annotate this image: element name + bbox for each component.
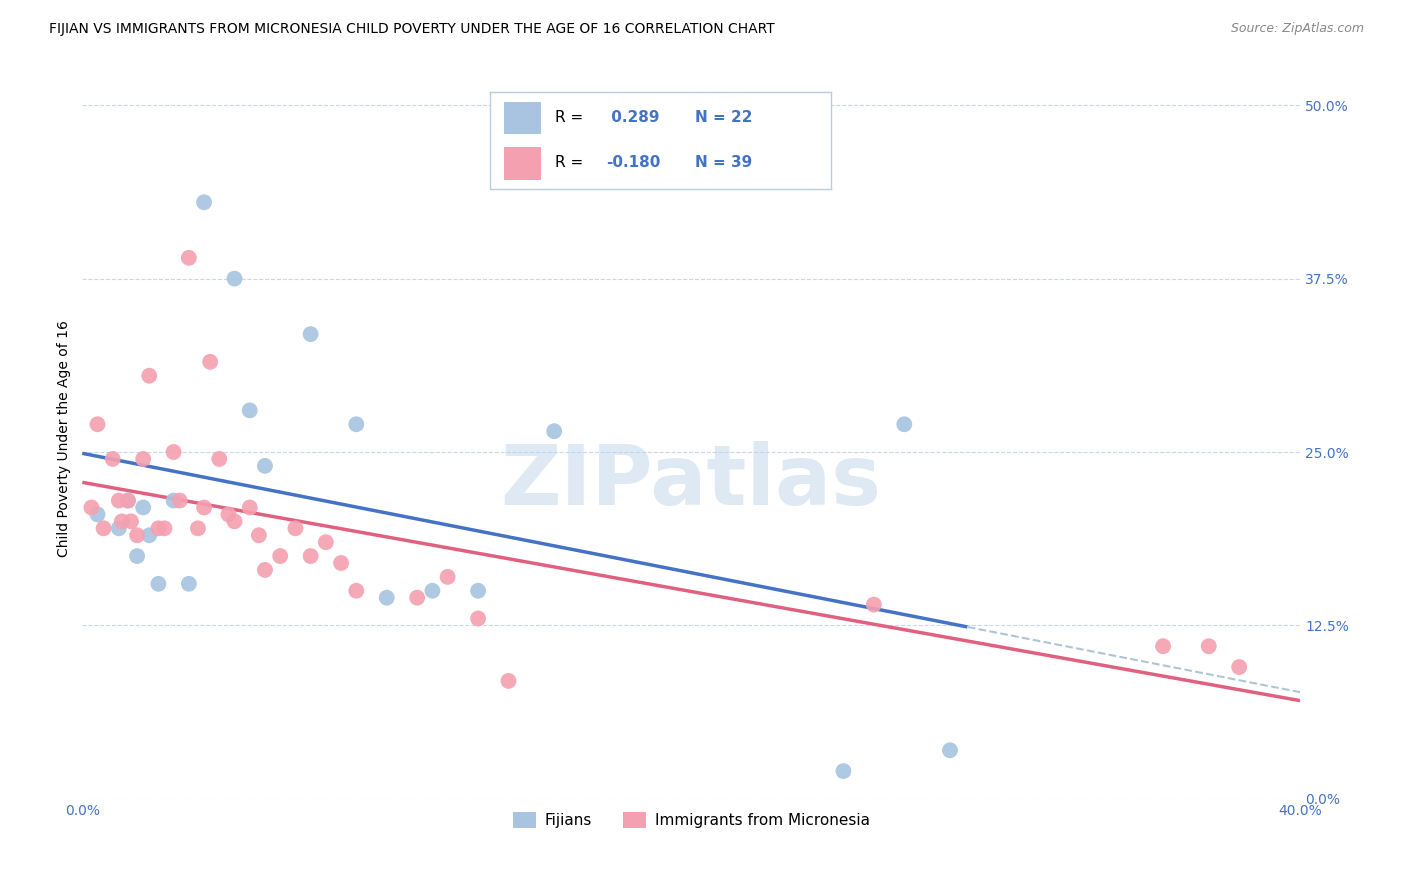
Point bbox=[132, 452, 155, 467]
Point bbox=[108, 493, 131, 508]
Point bbox=[198, 355, 221, 369]
Text: ZIPatlas: ZIPatlas bbox=[501, 441, 882, 522]
Point bbox=[239, 403, 262, 417]
Point bbox=[148, 576, 170, 591]
Point bbox=[269, 549, 291, 563]
Point bbox=[467, 611, 489, 625]
Point bbox=[138, 368, 160, 383]
Point bbox=[169, 493, 191, 508]
Point bbox=[224, 514, 246, 528]
Point bbox=[132, 500, 155, 515]
Point bbox=[375, 591, 398, 605]
Point bbox=[153, 521, 176, 535]
Point bbox=[80, 500, 103, 515]
Point bbox=[247, 528, 270, 542]
Point bbox=[315, 535, 337, 549]
Point bbox=[162, 445, 184, 459]
Point bbox=[1198, 639, 1220, 653]
Point bbox=[498, 673, 520, 688]
Point bbox=[86, 508, 108, 522]
Point bbox=[120, 514, 142, 528]
Point bbox=[893, 417, 915, 432]
Point bbox=[117, 493, 139, 508]
Point bbox=[832, 764, 855, 778]
Point bbox=[193, 500, 215, 515]
Point bbox=[177, 576, 200, 591]
Point bbox=[1152, 639, 1174, 653]
Point bbox=[148, 521, 170, 535]
Point bbox=[86, 417, 108, 432]
Point bbox=[93, 521, 115, 535]
Text: FIJIAN VS IMMIGRANTS FROM MICRONESIA CHILD POVERTY UNDER THE AGE OF 16 CORRELATI: FIJIAN VS IMMIGRANTS FROM MICRONESIA CHI… bbox=[49, 22, 775, 37]
Point bbox=[344, 583, 367, 598]
Point bbox=[436, 570, 458, 584]
Text: Source: ZipAtlas.com: Source: ZipAtlas.com bbox=[1230, 22, 1364, 36]
Point bbox=[406, 591, 429, 605]
Point bbox=[330, 556, 353, 570]
Point bbox=[1227, 660, 1250, 674]
Point bbox=[239, 500, 262, 515]
Y-axis label: Child Poverty Under the Age of 16: Child Poverty Under the Age of 16 bbox=[58, 319, 72, 557]
Point bbox=[127, 549, 149, 563]
Point bbox=[108, 521, 131, 535]
Point bbox=[543, 424, 565, 438]
Point bbox=[101, 452, 124, 467]
Point bbox=[208, 452, 231, 467]
Point bbox=[117, 493, 139, 508]
Point bbox=[177, 251, 200, 265]
Point bbox=[939, 743, 962, 757]
Point bbox=[162, 493, 184, 508]
Point bbox=[422, 583, 444, 598]
Point bbox=[253, 563, 276, 577]
Point bbox=[193, 195, 215, 210]
Point bbox=[863, 598, 886, 612]
Point bbox=[138, 528, 160, 542]
Point bbox=[467, 583, 489, 598]
Point bbox=[187, 521, 209, 535]
Point bbox=[284, 521, 307, 535]
Point bbox=[217, 508, 239, 522]
Point bbox=[344, 417, 367, 432]
Point bbox=[224, 271, 246, 285]
Point bbox=[253, 458, 276, 473]
Point bbox=[127, 528, 149, 542]
Legend: Fijians, Immigrants from Micronesia: Fijians, Immigrants from Micronesia bbox=[506, 806, 876, 835]
Point bbox=[299, 327, 322, 342]
Point bbox=[299, 549, 322, 563]
Point bbox=[111, 514, 134, 528]
